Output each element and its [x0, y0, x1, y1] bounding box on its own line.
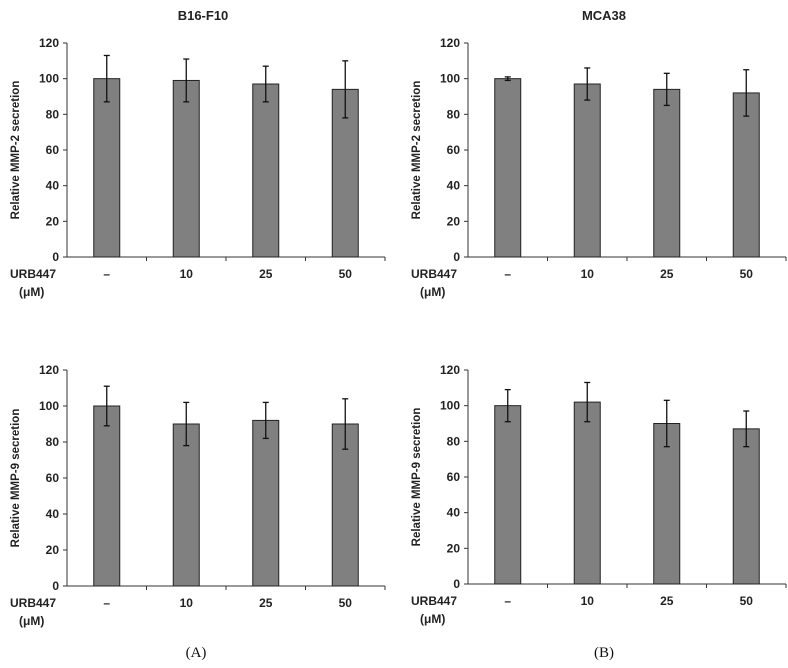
x-tick-label: 25 — [660, 594, 674, 608]
x-tick-label: 10 — [581, 594, 595, 608]
y-tick-label: 60 — [447, 143, 461, 157]
bar-4 — [732, 92, 760, 258]
bar-4 — [331, 423, 359, 587]
x-tick-label: 25 — [259, 267, 273, 281]
bar-2 — [573, 83, 601, 258]
panel-title-mca38: MCA38 — [582, 8, 626, 23]
y-tick-label: 0 — [453, 250, 460, 264]
y-tick-label: 120 — [440, 363, 460, 377]
bar-1 — [93, 78, 121, 258]
x-tick-label: 10 — [180, 267, 194, 281]
chart-2: 0 20 40 60 80 100 120 – 10 25 50 Relative MMP-2 sec… — [411, 36, 787, 299]
x-axis-label-line1: URB447 — [10, 596, 56, 610]
x-tick-label: 25 — [259, 596, 273, 610]
x-tick-label: 10 — [180, 596, 194, 610]
x-axis-label-line1: URB447 — [10, 267, 56, 281]
y-tick-label: 80 — [447, 434, 461, 448]
y-tick-label: 100 — [440, 72, 460, 86]
bar-3 — [653, 423, 681, 585]
chart-3: 0 20 40 60 80 100 120 – 10 25 50 Relative MMP-9 sec… — [10, 363, 386, 628]
y-tick-label: 60 — [46, 143, 60, 157]
y-tick-label: 80 — [46, 107, 60, 121]
y-axis-label: Relative MMP-9 secretion — [10, 409, 22, 548]
x-tick-label: 50 — [740, 594, 754, 608]
x-axis-label-line2: (μM) — [19, 614, 44, 628]
y-axis-label: Relative MMP-9 secretion — [411, 408, 423, 547]
bar-2 — [573, 401, 601, 585]
chart-4: 0 20 40 60 80 100 120 – 10 25 50 Relative MMP-9 sec… — [411, 363, 787, 626]
y-tick-label: 0 — [52, 250, 59, 264]
y-tick-label: 100 — [39, 399, 59, 413]
bar-4 — [732, 428, 760, 585]
y-tick-label: 40 — [46, 507, 60, 521]
bar-3 — [252, 419, 280, 587]
bar-1 — [93, 405, 121, 587]
y-tick-label: 20 — [46, 543, 60, 557]
bar-2 — [172, 423, 200, 587]
y-tick-label: 0 — [453, 577, 460, 591]
y-tick-label: 120 — [39, 36, 59, 50]
y-tick-label: 80 — [447, 107, 461, 121]
y-tick-label: 20 — [447, 214, 461, 228]
bar-1 — [494, 78, 522, 258]
x-tick-label: – — [504, 267, 511, 281]
y-tick-label: 40 — [46, 179, 60, 193]
y-axis-label: Relative MMP-2 secretion — [411, 81, 423, 220]
bar-1 — [494, 405, 522, 585]
x-axis-label-line1: URB447 — [411, 594, 457, 608]
panel-title-b16f10: B16-F10 — [178, 8, 229, 23]
x-tick-label: 50 — [339, 596, 353, 610]
y-tick-label: 60 — [46, 471, 60, 485]
y-tick-label: 40 — [447, 179, 461, 193]
y-tick-label: 40 — [447, 506, 461, 520]
x-tick-label: 25 — [660, 267, 674, 281]
y-tick-label: 0 — [52, 579, 59, 593]
chart-1: 0 20 40 60 80 100 120 – 10 25 50 Relative MMP-2 sec… — [10, 36, 386, 299]
y-tick-label: 80 — [46, 435, 60, 449]
y-tick-label: 120 — [39, 363, 59, 377]
y-axis-label: Relative MMP-2 secretion — [10, 81, 22, 220]
x-tick-label: 50 — [339, 267, 353, 281]
y-tick-label: 20 — [447, 541, 461, 555]
x-tick-label: – — [103, 596, 110, 610]
x-axis-label-line2: (μM) — [420, 285, 445, 299]
x-tick-label: 50 — [740, 267, 754, 281]
x-tick-label: – — [103, 267, 110, 281]
y-tick-label: 60 — [447, 470, 461, 484]
y-tick-label: 100 — [440, 399, 460, 413]
x-axis-label-line2: (μM) — [420, 612, 445, 626]
y-tick-label: 20 — [46, 214, 60, 228]
x-axis-label-line1: URB447 — [411, 267, 457, 281]
bar-2 — [172, 79, 200, 258]
bar-3 — [653, 88, 681, 258]
x-tick-label: 10 — [581, 267, 595, 281]
panel-letter-b: (B) — [594, 645, 614, 661]
x-tick-label: – — [504, 594, 511, 608]
bar-3 — [252, 83, 280, 258]
x-axis-label-line2: (μM) — [19, 285, 44, 299]
y-tick-label: 100 — [39, 72, 59, 86]
panel-letter-a: (A) — [186, 645, 207, 661]
y-tick-label: 120 — [440, 36, 460, 50]
